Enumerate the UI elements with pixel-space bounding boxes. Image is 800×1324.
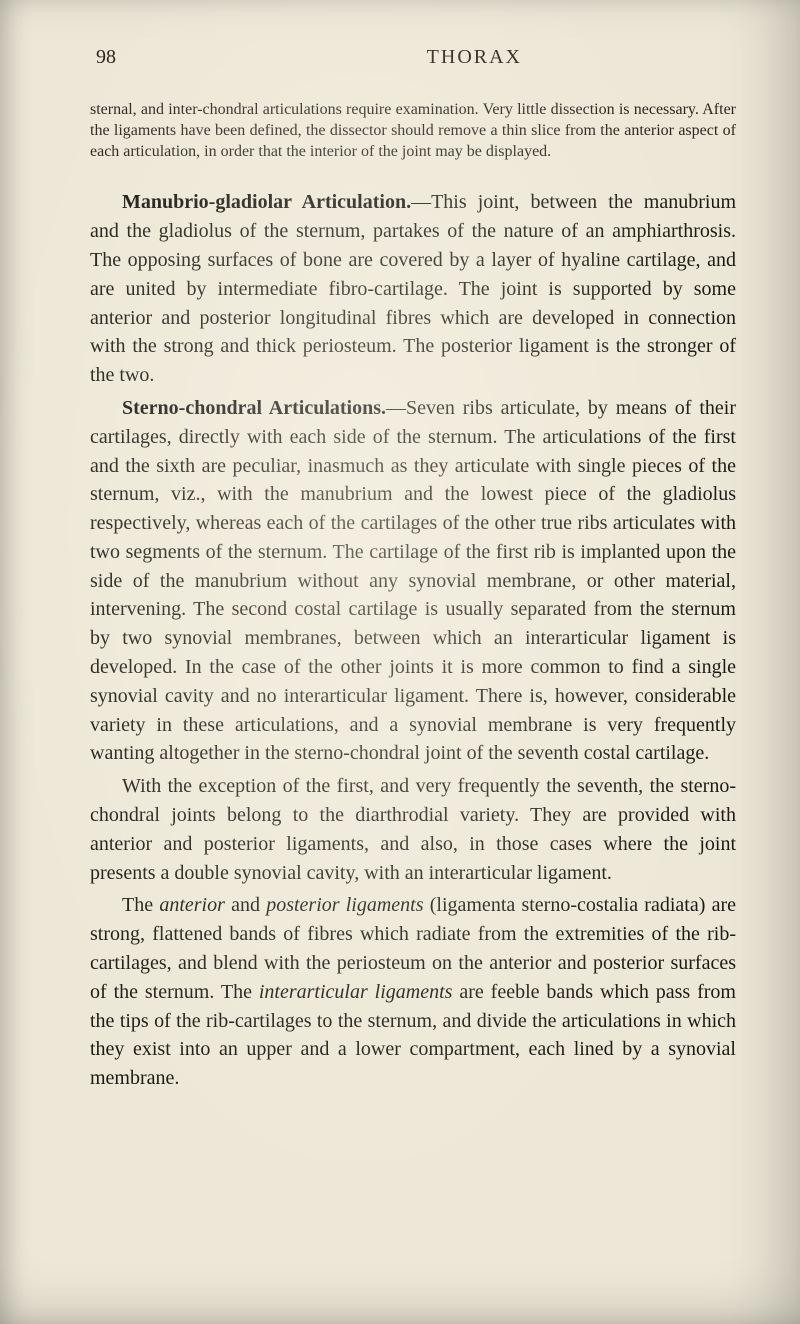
italic-anterior: anterior bbox=[159, 894, 225, 916]
running-title: THORAX bbox=[427, 46, 522, 69]
para-sterno-chondral: Sterno-chondral Articulations.—Seven rib… bbox=[90, 394, 736, 768]
page-number: 98 bbox=[96, 46, 116, 69]
italic-posterior-ligaments: posterior ligaments bbox=[266, 894, 423, 916]
intro-small-paragraph: sternal, and inter-chondral articulation… bbox=[90, 99, 736, 162]
page: 98 THORAX sternal, and inter-chondral ar… bbox=[0, 0, 800, 1324]
para-manubrio-gladiolar: Manubrio-gladiolar Articulation.—This jo… bbox=[90, 188, 736, 390]
heading-manubrio-gladiolar: Manubrio-gladiolar Articulation. bbox=[122, 191, 411, 213]
page-header: 98 THORAX bbox=[90, 46, 736, 69]
para4-pre: The bbox=[122, 894, 159, 916]
para2-body: —Seven ribs articulate, by means of thei… bbox=[90, 397, 736, 765]
italic-interarticular-ligaments: interarticular ligaments bbox=[259, 981, 453, 1003]
heading-sterno-chondral: Sterno-chondral Articulations. bbox=[122, 397, 386, 419]
para-ligaments: The anterior and posterior ligaments (li… bbox=[90, 891, 736, 1093]
para-exception: With the exception of the first, and ver… bbox=[90, 772, 736, 887]
para4-mid1: and bbox=[225, 894, 266, 916]
para1-body: —This joint, between the manubrium and t… bbox=[90, 191, 736, 386]
